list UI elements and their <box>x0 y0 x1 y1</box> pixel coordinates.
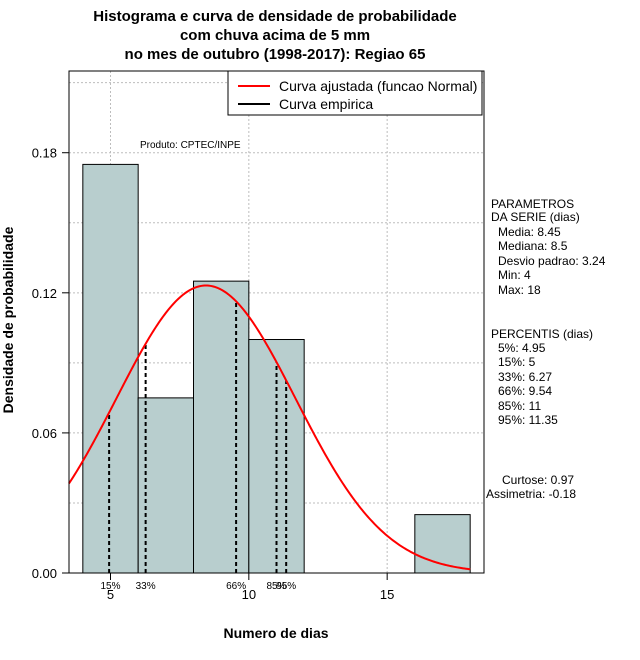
y-tick-label: 0.00 <box>32 566 57 581</box>
params-panel: PARAMETROS DA SERIE (dias) Media: 8.45 M… <box>491 197 606 297</box>
param-max: Max: 18 <box>498 283 541 297</box>
legend-box <box>227 70 483 116</box>
x-tick-label: 10 <box>242 587 256 602</box>
legend: Curva ajustada (funcao Normal) Curva emp… <box>227 70 483 116</box>
percentil-85: 85%: 11 <box>498 399 541 413</box>
percentis-panel: PERCENTIS (dias) 5%: 4.95 15%: 5 33%: 6.… <box>491 327 593 427</box>
percentile-labels: 15% 33% 66% 85%95% <box>100 581 296 592</box>
curtose: Curtose: 0.97 <box>502 473 574 487</box>
x-axis-label: Numero de dias <box>223 625 328 641</box>
percentil-66: 66%: 9.54 <box>498 384 552 398</box>
product-label: Produto: CPTEC/INPE <box>140 140 241 151</box>
x-tick-label: 15 <box>380 587 394 602</box>
percentile-label: 95% <box>276 581 296 592</box>
y-tick-label: 0.18 <box>32 146 57 161</box>
percentil-33: 33%: 6.27 <box>498 370 552 384</box>
percentil-95: 95%: 11.35 <box>498 413 558 427</box>
chart-title: Histograma e curva de densidade de proba… <box>93 8 456 63</box>
percentis-header: PERCENTIS (dias) <box>491 327 593 341</box>
param-media: Media: 8.45 <box>498 225 561 239</box>
percentil-5: 5%: 4.95 <box>498 341 546 355</box>
legend-label-fitted: Curva ajustada (funcao Normal) <box>279 78 477 94</box>
percentile-lines <box>108 301 288 573</box>
param-min: Min: 4 <box>498 268 531 282</box>
percentile-label: 33% <box>136 581 156 592</box>
params-header-2: DA SERIE (dias) <box>491 210 580 224</box>
legend-label-empirical: Curva empirica <box>279 96 373 112</box>
histogram-bar <box>193 280 250 574</box>
param-mediana: Mediana: 8.5 <box>498 239 568 253</box>
x-tick-label: 5 <box>107 587 114 602</box>
x-axis: 5 10 15 <box>107 572 394 602</box>
assimetria: Assimetria: -0.18 <box>486 487 576 501</box>
percentile-label: 66% <box>226 581 246 592</box>
y-tick-label: 0.06 <box>32 426 57 441</box>
shape-panel: Curtose: 0.97 Assimetria: -0.18 <box>486 473 576 501</box>
percentil-15: 15%: 5 <box>498 355 536 369</box>
percentile-label: 15% <box>100 581 120 592</box>
title-line-1: Histograma e curva de densidade de proba… <box>93 8 456 25</box>
y-axis-label: Densidade de probabilidade <box>0 226 16 413</box>
histogram-bar <box>82 163 139 574</box>
y-axis: 0.00 0.06 0.12 0.18 <box>32 146 69 581</box>
percentile-label: 85% <box>266 581 286 592</box>
fitted-normal-curve <box>68 284 471 571</box>
params-header-1: PARAMETROS <box>491 197 574 211</box>
y-tick-label: 0.12 <box>32 286 57 301</box>
title-line-3: no mes de outubro (1998-2017): Regiao 65 <box>125 46 426 63</box>
title-line-2: com chuva acima de 5 mm <box>180 27 370 44</box>
param-desvio: Desvio padrao: 3.24 <box>498 254 606 268</box>
